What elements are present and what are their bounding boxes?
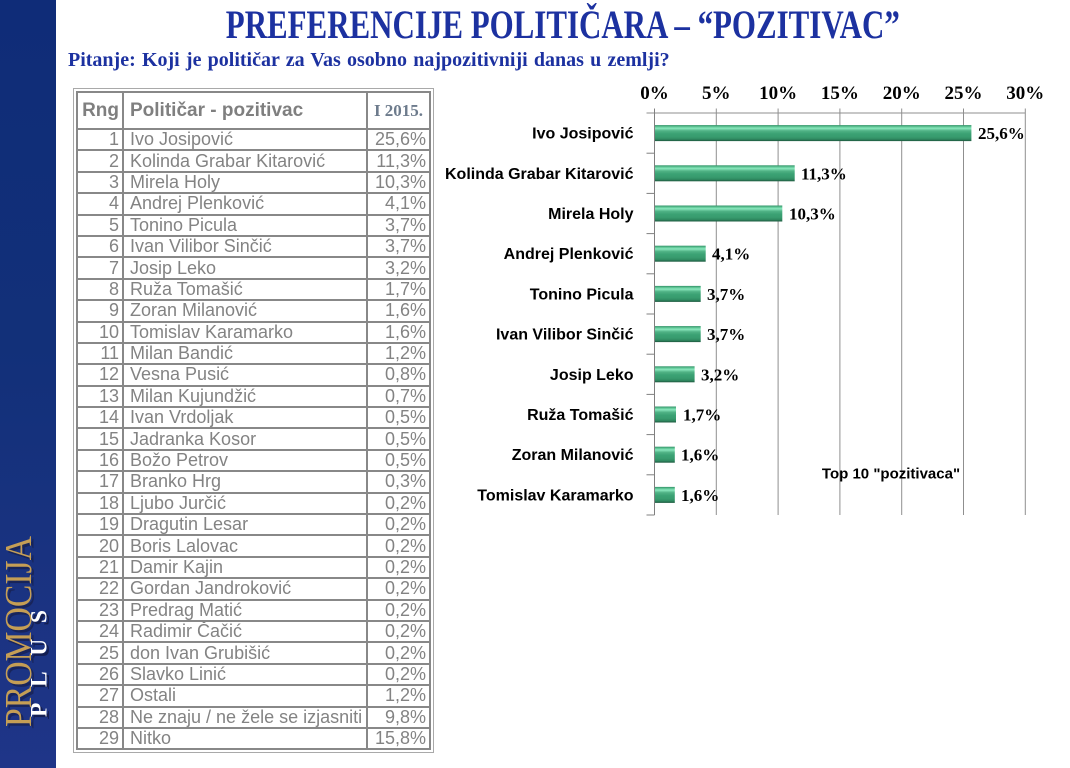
svg-text:30%: 30% <box>1006 83 1044 104</box>
svg-text:Ivan Vilibor Sinčić: Ivan Vilibor Sinčić <box>496 327 634 344</box>
svg-text:Kolinda Grabar Kitarović: Kolinda Grabar Kitarović <box>445 166 634 183</box>
svg-text:0%: 0% <box>640 83 669 104</box>
svg-text:20%: 20% <box>883 83 921 104</box>
svg-text:25%: 25% <box>945 83 983 104</box>
svg-text:PROMOCIJA: PROMOCIJA <box>0 536 40 727</box>
svg-text:1,6%: 1,6% <box>681 486 719 505</box>
svg-text:1,6%: 1,6% <box>681 446 719 465</box>
svg-text:4,1%: 4,1% <box>712 245 750 264</box>
svg-text:Tonino Picula: Tonino Picula <box>530 286 634 303</box>
svg-text:3,7%: 3,7% <box>707 285 745 304</box>
svg-text:5%: 5% <box>702 83 731 104</box>
svg-text:3,2%: 3,2% <box>701 365 739 384</box>
svg-text:Zoran Milanović: Zoran Milanović <box>512 447 634 464</box>
svg-text:10,3%: 10,3% <box>789 205 836 224</box>
svg-text:Mirela Holy: Mirela Holy <box>548 206 633 223</box>
svg-text:25,6%: 25,6% <box>978 124 1025 143</box>
svg-text:Josip Leko: Josip Leko <box>550 367 634 384</box>
svg-text:Ivo Josipović: Ivo Josipović <box>532 126 633 143</box>
svg-text:Andrej Plenković: Andrej Plenković <box>504 246 634 263</box>
svg-text:3,7%: 3,7% <box>707 325 745 344</box>
svg-text:1,7%: 1,7% <box>683 406 721 425</box>
svg-text:PROMOCIJA: PROMOCIJA <box>1 538 43 729</box>
svg-text:Top 10 "pozitivaca": Top 10 "pozitivaca" <box>822 466 960 483</box>
svg-text:10%: 10% <box>759 83 797 104</box>
svg-text:15%: 15% <box>821 83 859 104</box>
svg-text:Tomislav Karamarko: Tomislav Karamarko <box>477 487 633 504</box>
svg-text:11,3%: 11,3% <box>801 164 847 183</box>
svg-text:Ruža Tomašić: Ruža Tomašić <box>527 407 634 424</box>
